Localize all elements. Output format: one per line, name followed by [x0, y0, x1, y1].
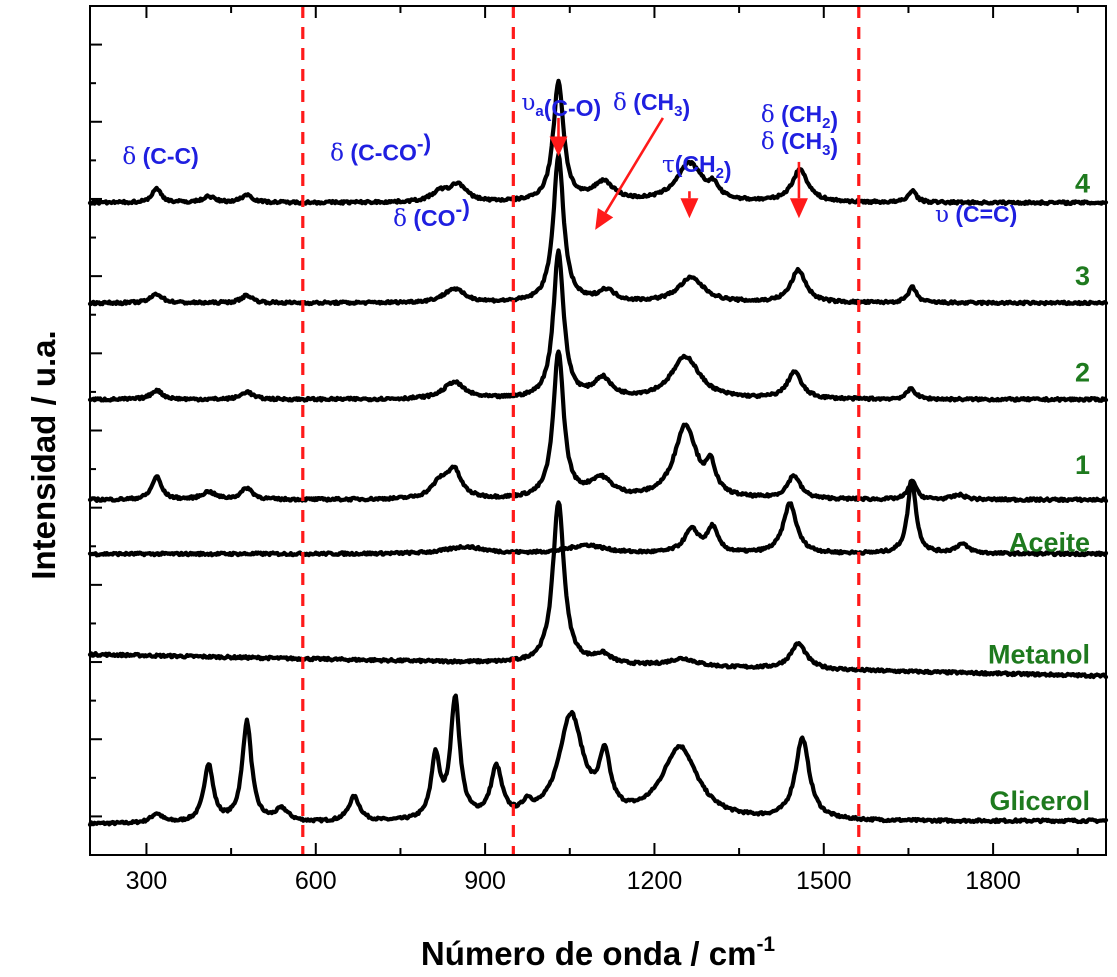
- band-label-part: (CO: [407, 205, 456, 231]
- arrow-head: [789, 198, 808, 219]
- arrow-head: [549, 136, 568, 157]
- band-label-part: (C-C): [136, 143, 199, 169]
- band-label-part: υ: [935, 202, 949, 228]
- band-labels: δ (C-C) δ (C-CO-)δ (CO-)υa(C-O) δ (CH3)τ(C…: [122, 89, 1017, 232]
- band-label-part: τ: [662, 152, 675, 178]
- axes: 300 600 900 1200 1500 1800: [89, 5, 1107, 895]
- band-label-part: ): [424, 129, 432, 155]
- x-axis-title-text: Número de onda / cm: [421, 935, 757, 972]
- series-label: Metanol: [988, 639, 1090, 669]
- band-label-part: ): [724, 157, 732, 183]
- x-tick-label: 900: [464, 867, 506, 895]
- spectrum-trace: [87, 248, 1109, 403]
- band-label-part: δ: [613, 90, 627, 116]
- band-label-part: a: [535, 103, 544, 120]
- band-label-dch3b: δ (CH3): [761, 128, 838, 160]
- band-label-part: υ: [521, 90, 535, 116]
- x-tick-label: 1500: [796, 867, 852, 895]
- spectrum-trace: [87, 152, 1109, 307]
- band-label-tch2: τ(CH2): [662, 151, 732, 183]
- series-label: Aceite: [1009, 527, 1090, 557]
- band-label-part: 3: [822, 142, 830, 159]
- band-label-dch3a: δ (CH3): [613, 89, 690, 121]
- spectrum-trace: [87, 693, 1109, 827]
- x-tick-label: 600: [295, 867, 337, 895]
- band-label-part: δ: [122, 144, 136, 170]
- band-label-part: (CH: [775, 101, 822, 127]
- band-label-part: 2: [822, 115, 830, 132]
- band-label-part: δ: [761, 102, 775, 128]
- band-arrow: [604, 117, 665, 214]
- series-label: Glicerol: [989, 786, 1090, 816]
- band-label-part: -: [456, 199, 463, 221]
- x-axis-title-superscript: -1: [756, 933, 775, 956]
- series-label: 3: [1075, 261, 1090, 291]
- band-label-co: δ (CO-): [393, 195, 470, 232]
- y-axis-title: Intensidad / u.a.: [25, 330, 62, 579]
- series-label: 2: [1075, 358, 1090, 388]
- band-label-part: ): [683, 95, 691, 121]
- band-label-part: ): [830, 107, 838, 133]
- x-axis-title: Número de onda / cm-1: [421, 933, 776, 972]
- arrow-head: [680, 198, 699, 219]
- band-label-part: (C-CO: [344, 139, 417, 165]
- spectrum-trace: [87, 349, 1109, 504]
- spectra-traces: [87, 78, 1109, 827]
- band-label-part: (CH: [627, 89, 674, 115]
- band-label-part: -: [417, 133, 424, 155]
- band-label-part: 2: [716, 165, 724, 182]
- spectrum-trace: [87, 500, 1109, 680]
- band-label-part: (C-O): [544, 95, 601, 121]
- band-label-vco: υa(C-O): [521, 90, 601, 121]
- band-label-cco: δ (C-CO-): [330, 129, 431, 166]
- series-labels: Glicerol Metanol Aceite 1 2 3 4: [988, 169, 1090, 816]
- band-label-part: ): [830, 134, 838, 160]
- x-tick-label: 1800: [965, 867, 1021, 895]
- spectrum-trace: [87, 478, 1109, 558]
- arrow-head: [595, 208, 614, 230]
- region-dividers: [301, 6, 861, 855]
- spectrum-trace: [87, 78, 1109, 207]
- band-arrows: [549, 117, 808, 230]
- plot-frame: [89, 5, 1107, 856]
- band-label-dch2: δ (CH2): [761, 101, 838, 133]
- band-label-vcc: υ (C=C): [935, 201, 1017, 228]
- band-label-part: ): [462, 195, 470, 221]
- series-label: 4: [1075, 169, 1090, 199]
- band-label-cc: δ (C-C): [122, 143, 198, 170]
- x-tick-label: 1200: [627, 867, 683, 895]
- band-label-part: 3: [674, 103, 682, 120]
- band-label-part: δ: [761, 129, 775, 155]
- band-label-part: (CH: [675, 151, 716, 177]
- band-label-part: (CH: [775, 128, 822, 154]
- x-tick-label: 300: [126, 867, 168, 895]
- series-label: 1: [1075, 450, 1090, 480]
- band-label-part: δ: [393, 206, 407, 232]
- band-label-part: (C=C): [949, 201, 1017, 227]
- band-label-part: δ: [330, 140, 344, 166]
